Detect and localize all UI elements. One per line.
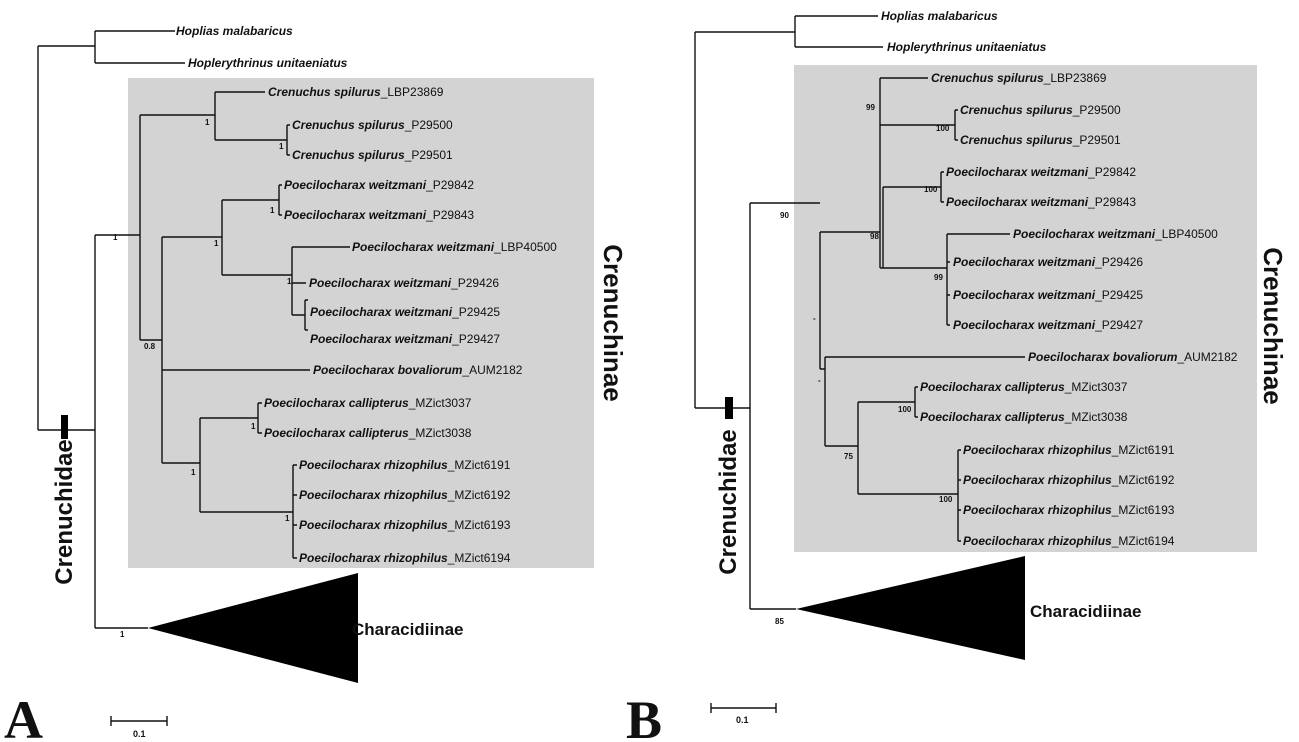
panel-b-branches [694,15,1025,610]
tip-label: Poecilocharax weitzmani_P29425 [310,305,500,319]
tip-label: Poecilocharax rhizophilus_MZict6194 [299,551,511,565]
panel-a-crenuchidae-label: Crenuchidae [51,439,78,584]
tip-label: Poecilocharax weitzmani_LBP40500 [1013,227,1218,241]
tip-label: Crenuchus spilurus_P29500 [292,118,453,132]
tip-label: Crenuchus spilurus_LBP23869 [931,71,1107,85]
tip-label: Hoplias malabaricus [881,9,998,23]
tip-label: Crenuchus spilurus_P29501 [292,148,453,162]
tip-label: Poecilocharax callipterus_MZict3037 [920,380,1128,394]
panel-a-crenuchinae-label: Crenuchinae [598,244,628,402]
tip-label: Poecilocharax callipterus_MZict3038 [264,426,472,440]
tip-label: Crenuchus spilurus_P29500 [960,103,1121,117]
panel-a-crenuchinae-box [128,78,594,568]
support-value: 1 [279,142,284,151]
support-value: 1 [287,277,292,286]
tip-label: Poecilocharax rhizophilus_MZict6194 [963,534,1175,548]
panel-b-crenuchinae-label: Crenuchinae [1258,247,1288,405]
panel-b-scale-bar: 0.1 [710,703,777,725]
tip-label: Poecilocharax weitzmani_P29425 [953,288,1143,302]
panel-b-tree: Hoplias malabaricus Hoplerythrinus unita… [626,9,1288,742]
tip-label: Poecilocharax bovaliorum_AUM2182 [1028,350,1238,364]
panel-b-support-values: 99 100 100 90 98 99 - - 100 75 100 85 [775,103,953,626]
tip-label: Poecilocharax weitzmani_P29427 [310,332,500,346]
tip-label: Hoplerythrinus unitaeniatus [188,56,348,70]
tip-label: Poecilocharax bovaliorum_AUM2182 [313,363,523,377]
panel-a-characidiinae-label: Characidiinae [352,620,464,639]
tip-label: Poecilocharax rhizophilus_MZict6193 [299,518,511,532]
tip-label: Poecilocharax rhizophilus_MZict6191 [963,443,1175,457]
support-value: - [818,376,821,385]
support-value: 85 [775,617,784,626]
support-value: 99 [934,273,943,282]
support-value: 1 [205,118,210,127]
support-value: 1 [113,233,118,242]
support-value: 100 [936,124,950,133]
panel-a-crenuchidae-bar [61,415,68,439]
support-value: 1 [214,239,219,248]
tip-label: Crenuchus spilurus_LBP23869 [268,85,444,99]
support-value: 100 [939,495,953,504]
support-value: 90 [780,211,789,220]
panel-b-crenuchinae-box [794,65,1257,552]
support-value: - [813,314,816,323]
support-value: 100 [898,405,912,414]
panel-a-scale-bar: 0.1 [110,716,168,739]
tip-label: Poecilocharax rhizophilus_MZict6192 [963,473,1175,487]
support-value: 0.8 [144,342,156,351]
panel-a-support-values: 1 1 1 1 1 1 0.8 1 1 1 1 [113,118,292,639]
panel-a-scale-label: 0.1 [133,729,146,739]
panel-a-characidiinae-triangle [148,573,358,683]
panel-a-tree: Hoplias malabaricus Hoplerythrinus unita… [4,24,628,742]
tip-label: Poecilocharax callipterus_MZict3038 [920,410,1128,424]
support-value: 1 [191,468,196,477]
support-value: 100 [924,185,938,194]
tip-label: Poecilocharax rhizophilus_MZict6193 [963,503,1175,517]
tip-label: Poecilocharax callipterus_MZict3037 [264,396,472,410]
panel-a-letter: A [4,690,43,742]
support-value: 1 [120,630,125,639]
panel-b-tip-labels: Hoplias malabaricus Hoplerythrinus unita… [881,9,1238,548]
support-value: 98 [870,232,879,241]
tip-label: Poecilocharax weitzmani_LBP40500 [352,240,557,254]
tip-label: Hoplerythrinus unitaeniatus [887,40,1047,54]
panel-a-tip-labels: Hoplias malabaricus Hoplerythrinus unita… [176,24,557,565]
tip-label: Crenuchus spilurus_P29501 [960,133,1121,147]
panel-b-crenuchidae-label: Crenuchidae [715,429,742,574]
tip-label: Poecilocharax weitzmani_P29427 [953,318,1143,332]
support-value: 1 [251,422,256,431]
panel-b-characidiinae-triangle [796,556,1025,660]
tip-label: Poecilocharax weitzmani_P29843 [946,195,1136,209]
panel-b-letter: B [626,690,662,742]
support-value: 1 [270,206,275,215]
panel-b-scale-label: 0.1 [736,715,749,725]
tip-label: Poecilocharax rhizophilus_MZict6191 [299,458,511,472]
support-value: 99 [866,103,875,112]
tip-label: Poecilocharax weitzmani_P29842 [284,178,474,192]
tip-label: Poecilocharax weitzmani_P29426 [309,276,499,290]
tip-label: Poecilocharax weitzmani_P29843 [284,208,474,222]
tip-label: Poecilocharax rhizophilus_MZict6192 [299,488,511,502]
panel-b-crenuchidae-bar [725,397,733,419]
tip-label: Hoplias malabaricus [176,24,293,38]
support-value: 75 [844,452,853,461]
support-value: 1 [285,514,290,523]
tip-label: Poecilocharax weitzmani_P29842 [946,165,1136,179]
tip-label: Poecilocharax weitzmani_P29426 [953,255,1143,269]
panel-a-branches [37,30,350,629]
panel-b-characidiinae-label: Characidiinae [1030,602,1142,621]
